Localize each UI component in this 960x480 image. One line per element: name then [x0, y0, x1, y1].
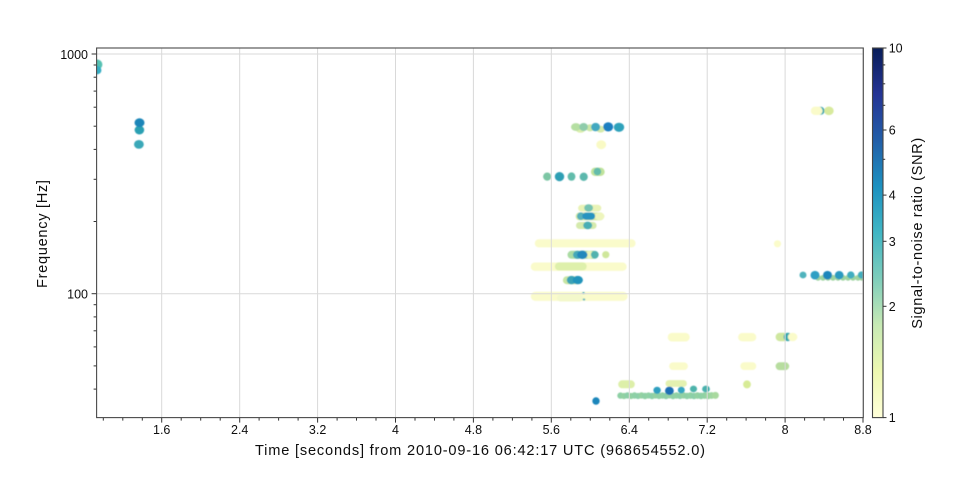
svg-text:10: 10	[889, 42, 903, 56]
svg-text:4.8: 4.8	[465, 423, 482, 437]
svg-text:6.4: 6.4	[621, 423, 638, 437]
svg-text:1: 1	[889, 411, 896, 425]
svg-text:4: 4	[889, 189, 896, 203]
svg-text:3: 3	[889, 235, 896, 249]
svg-text:2.4: 2.4	[231, 423, 248, 437]
svg-text:5.6: 5.6	[543, 423, 560, 437]
svg-text:2: 2	[889, 300, 896, 314]
svg-text:100: 100	[67, 287, 88, 301]
svg-text:8.8: 8.8	[854, 423, 871, 437]
svg-text:6: 6	[889, 124, 896, 138]
svg-text:Signal-to-noise ratio (SNR): Signal-to-noise ratio (SNR)	[910, 138, 926, 329]
svg-text:1.6: 1.6	[153, 423, 170, 437]
svg-text:Time [seconds] from 2010-09-16: Time [seconds] from 2010-09-16 06:42:17 …	[255, 443, 705, 459]
svg-text:1000: 1000	[60, 48, 88, 62]
svg-text:7.2: 7.2	[699, 423, 716, 437]
svg-text:3.2: 3.2	[309, 423, 326, 437]
svg-text:Frequency [Hz]: Frequency [Hz]	[35, 180, 51, 288]
svg-text:4: 4	[392, 423, 399, 437]
svg-text:8: 8	[782, 423, 789, 437]
